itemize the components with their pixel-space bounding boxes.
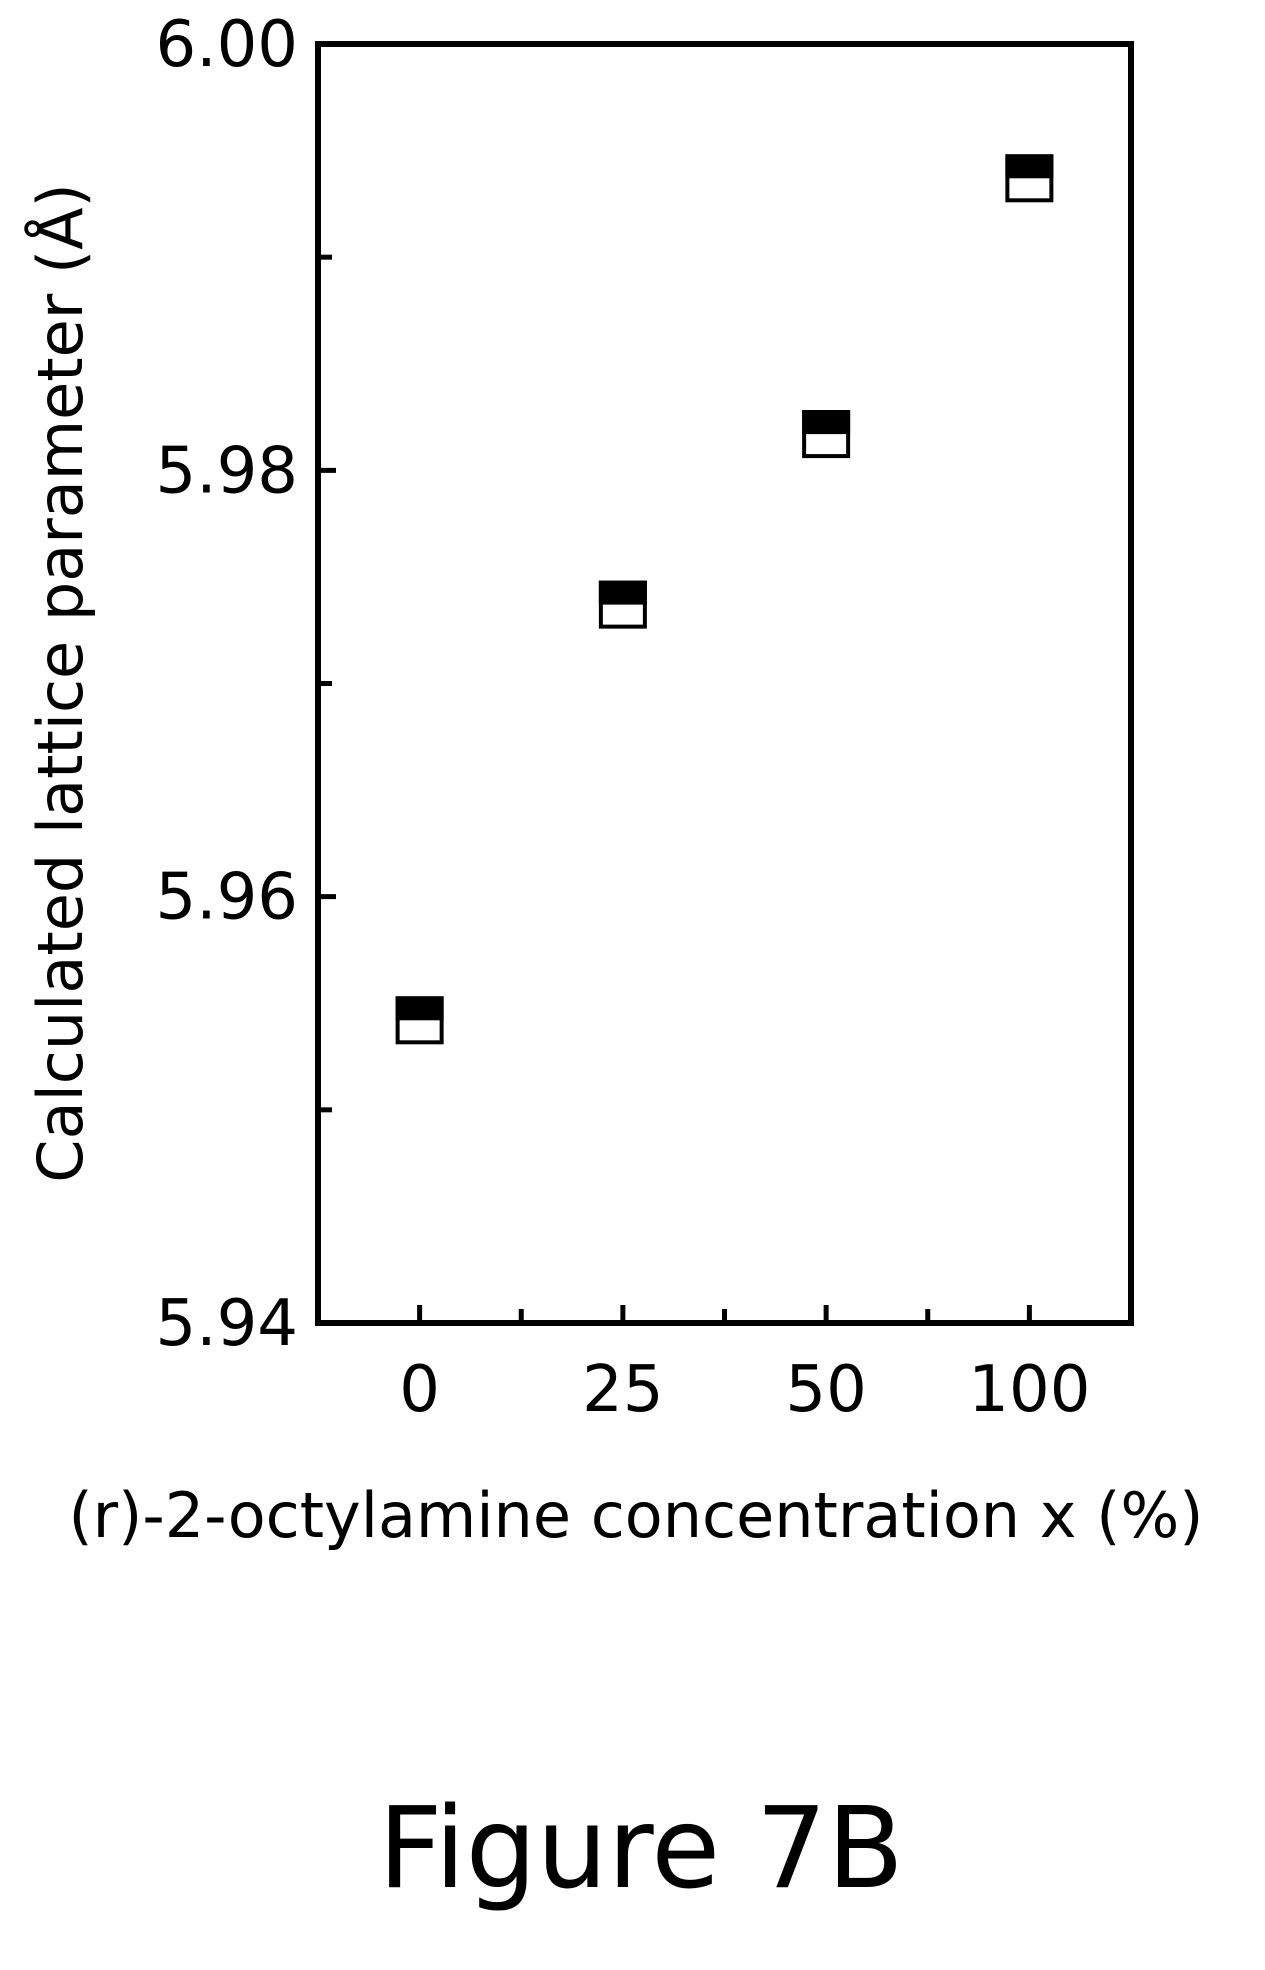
x-axis-label: (r)-2-octylamine concentration x (%): [68, 1479, 1203, 1552]
data-point-marker: [1005, 154, 1054, 203]
marker-outline: [395, 996, 444, 1045]
y-tick-label: 5.98: [156, 434, 299, 508]
data-point-marker: [802, 410, 851, 459]
marker-outline: [1005, 154, 1054, 203]
x-axis-ticks: 0 25 50 100: [399, 1305, 1090, 1427]
figure-caption: Figure 7B: [378, 1784, 904, 1914]
marker-outline: [598, 580, 647, 629]
plot-area: 5.94 5.96 5.98 6.00 0 25 50 100: [156, 8, 1134, 1427]
x-tick-label: 100: [968, 1353, 1090, 1427]
y-axis-label: Calculated lattice parameter (Å): [24, 183, 97, 1182]
x-tick-label: 50: [785, 1353, 866, 1427]
x-tick-label: 0: [399, 1353, 440, 1427]
y-tick-label: 5.96: [156, 861, 299, 935]
y-tick-label: 6.00: [156, 8, 299, 82]
plot-frame: [315, 41, 1134, 1326]
data-point-marker: [598, 580, 647, 629]
y-axis-ticks: 5.94 5.96 5.98 6.00: [156, 8, 336, 1361]
marker-outline: [802, 410, 851, 459]
x-tick-label: 25: [582, 1353, 663, 1427]
y-tick-label: 5.94: [156, 1287, 299, 1361]
data-point-marker: [395, 996, 444, 1045]
data-markers: [395, 154, 1054, 1045]
